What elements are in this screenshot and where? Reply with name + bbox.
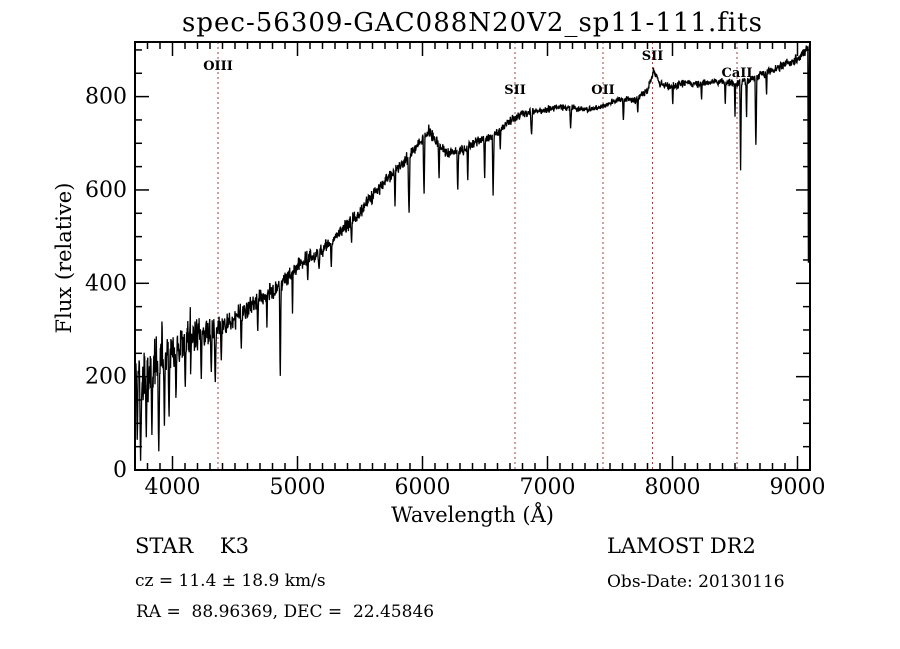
line-label-sii: SII bbox=[504, 83, 526, 98]
survey-text: LAMOST DR2 bbox=[607, 534, 756, 558]
spectral-line-markers bbox=[217, 42, 738, 470]
x-tick-label: 6000 bbox=[395, 475, 451, 500]
line-label-sii: SII bbox=[642, 49, 664, 64]
y-tick-label: 200 bbox=[85, 365, 127, 390]
line-label-oiii: OIII bbox=[203, 59, 233, 74]
x-tick-label: 7000 bbox=[520, 475, 576, 500]
plot-frame bbox=[134, 41, 811, 471]
spectrum-line bbox=[134, 42, 811, 461]
spectrum-trace bbox=[134, 42, 811, 461]
x-tick-label: 4000 bbox=[145, 475, 201, 500]
y-axis-label: Flux (relative) bbox=[52, 182, 76, 334]
cz-text: cz = 11.4 ± 18.9 km/s bbox=[135, 571, 326, 591]
y-tick-label: 400 bbox=[85, 271, 127, 296]
ra-dec-text: RA = 88.96369, DEC = 22.45846 bbox=[136, 602, 435, 622]
plot-border bbox=[134, 41, 811, 471]
y-tick-label: 0 bbox=[113, 458, 127, 483]
line-label-oii: OII bbox=[591, 83, 615, 98]
x-axis-label: Wavelength (Å) bbox=[391, 503, 554, 527]
line-marker-labels: OIII SII OII SII CaII bbox=[203, 49, 752, 98]
y-tick-label: 800 bbox=[85, 85, 127, 110]
tick-labels: 4000 5000 6000 7000 8000 9000 0 200 400 600 800 bbox=[85, 85, 826, 500]
line-label-caii: CaII bbox=[722, 66, 753, 81]
star-class-text: STAR K3 bbox=[135, 534, 249, 558]
x-tick-label: 9000 bbox=[770, 475, 826, 500]
x-tick-label: 5000 bbox=[270, 475, 326, 500]
plot-title: spec-56309-GAC088N20V2_sp11-111.fits bbox=[182, 8, 763, 38]
x-tick-label: 8000 bbox=[645, 475, 701, 500]
obs-date-text: Obs-Date: 20130116 bbox=[607, 572, 785, 592]
axis-ticks bbox=[134, 42, 811, 471]
y-tick-label: 600 bbox=[85, 178, 127, 203]
